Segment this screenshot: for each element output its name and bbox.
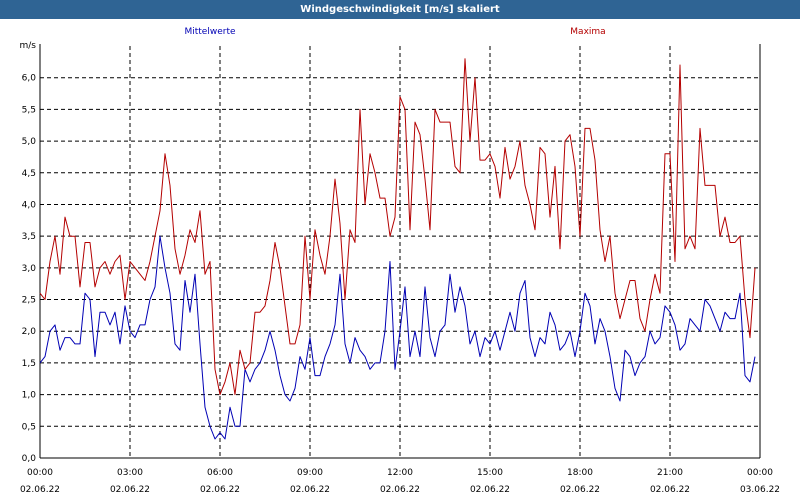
y-tick-label: 3,0: [22, 264, 37, 274]
wind-speed-chart: Mittelwerte Maxima m/s 0,0 0,5 1,0 1,5 2,0 2,…: [0, 19, 800, 500]
x-tick-time: 09:00: [297, 468, 323, 478]
tick-labels: 0,0 0,5 1,0 1,5 2,0 2,5 3,0 3,5 4,0 4,5 5,0 5,5 6,0 0…: [20, 74, 780, 495]
series-line-maxima: [39, 58, 756, 396]
y-tick-label: 0,0: [22, 454, 37, 464]
x-tick-date: 02.06.22: [650, 485, 690, 495]
y-tick-label: 4,5: [22, 169, 36, 179]
y-axis-unit-label: m/s: [20, 41, 37, 51]
x-tick-date: 02.06.22: [200, 485, 240, 495]
x-tick-time: 00:00: [27, 468, 53, 478]
y-tick-label: 2,0: [22, 327, 37, 337]
x-tick-date: 02.06.22: [290, 485, 330, 495]
x-tick-date: 02.06.22: [110, 485, 150, 495]
x-tick-date: 02.06.22: [470, 485, 510, 495]
series-line-mittelwerte: [39, 235, 756, 440]
x-tick-date: 02.06.22: [560, 485, 600, 495]
y-tick-label: 5,0: [22, 137, 37, 147]
legend-mittelwerte: Mittelwerte: [184, 27, 235, 37]
x-tick-time: 06:00: [207, 468, 233, 478]
y-tick-label: 1,5: [22, 359, 36, 369]
y-tick-label: 2,5: [22, 296, 36, 306]
x-tick-time: 12:00: [387, 468, 413, 478]
x-tick-date: 02.06.22: [20, 485, 60, 495]
legend-maxima: Maxima: [570, 27, 605, 37]
window-title: Windgeschwindigkeit [m/s] skaliert: [0, 0, 800, 19]
x-tick-time: 21:00: [657, 468, 683, 478]
y-tick-label: 6,0: [22, 74, 37, 84]
y-tick-label: 0,5: [22, 422, 36, 432]
axis-layer: [39, 44, 761, 459]
x-tick-time: 03:00: [117, 468, 143, 478]
x-tick-date: 03.06.22: [740, 485, 780, 495]
x-tick-date: 02.06.22: [380, 485, 420, 495]
y-tick-label: 1,0: [22, 391, 37, 401]
x-tick-time: 15:00: [477, 468, 503, 478]
x-tick-time: 00:00: [747, 468, 773, 478]
x-tick-time: 18:00: [567, 468, 593, 478]
y-tick-label: 5,5: [22, 105, 36, 115]
y-tick-label: 3,5: [22, 232, 36, 242]
y-tick-label: 4,0: [22, 200, 37, 210]
series-layer: [39, 58, 756, 440]
